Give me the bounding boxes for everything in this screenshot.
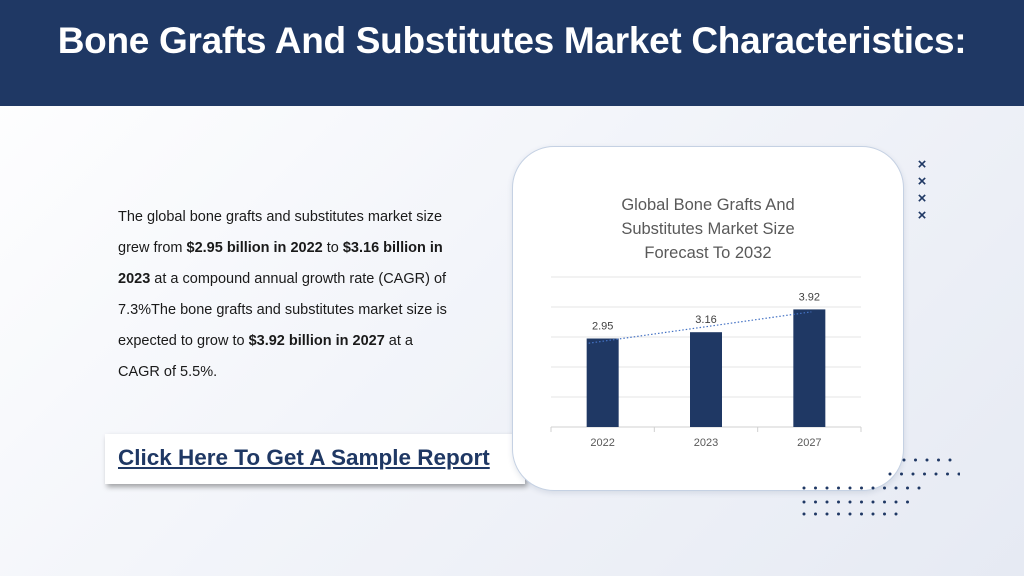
decor-dot (825, 512, 829, 516)
decor-dot (894, 500, 898, 504)
x-tick-label-2027: 2027 (797, 437, 821, 449)
decor-dot (814, 486, 817, 490)
chart-title: Global Bone Grafts And Substitutes Marke… (513, 193, 903, 265)
decor-dot (914, 458, 917, 462)
description-text-3: at a compound annual growth rate (CAGR) … (118, 271, 447, 349)
decor-dot (860, 500, 863, 504)
chart-title-line-1: Global Bone Grafts And (621, 196, 795, 214)
decor-dot (802, 486, 806, 490)
decor-dot (917, 486, 921, 490)
decor-dot (860, 486, 863, 490)
decor-dot (925, 458, 929, 462)
decor-dot (946, 472, 949, 476)
decor-dot (957, 472, 960, 476)
bar-2027 (793, 309, 826, 427)
description-highlight-2027: $3.92 billion in 2027 (248, 333, 385, 349)
sample-report-box[interactable]: Click Here To Get A Sample Report (105, 434, 525, 484)
decor-dot (883, 486, 886, 490)
decor-dot (837, 500, 840, 504)
x-mark-icon: × (917, 173, 927, 190)
decor-dot (906, 500, 909, 504)
trendline (588, 311, 812, 344)
x-tick-label-2023: 2023 (694, 437, 718, 449)
chart-title-line-3: Forecast To 2032 (644, 244, 772, 262)
decor-dot (900, 472, 903, 476)
description-text-4: at a CAGR of 5.5%. (118, 333, 413, 380)
decor-dot (923, 472, 926, 476)
decor-dot (906, 486, 909, 490)
data-label-2022: 2.95 (592, 321, 613, 333)
decor-dot (848, 500, 852, 504)
decor-dot (825, 500, 829, 504)
decor-dot (871, 500, 875, 504)
decor-dot (937, 458, 940, 462)
x-marks-decoration: × × × × (915, 156, 929, 224)
description-highlight-2023: $3.16 billion in 2023 (118, 240, 443, 287)
decor-dot (883, 512, 886, 516)
chart-title-line-2: Substitutes Market Size (621, 220, 795, 238)
decor-dot (837, 486, 840, 490)
decor-dot (848, 486, 852, 490)
decor-dot (814, 512, 817, 516)
x-tick-label-2022: 2022 (590, 437, 614, 449)
data-label-2023: 3.16 (695, 314, 716, 326)
decor-dot (894, 486, 898, 490)
decor-dot (814, 500, 817, 504)
decor-dot (888, 472, 892, 476)
description-text-2: to (322, 240, 343, 256)
x-mark-icon: × (917, 156, 927, 173)
decor-dot (911, 472, 915, 476)
description-highlight-2022: $2.95 billion in 2022 (186, 240, 323, 256)
decor-dot (802, 512, 806, 516)
decor-dot (825, 486, 829, 490)
title-banner: Bone Grafts And Substitutes Market Chara… (0, 0, 1024, 106)
description-text-1: The global bone grafts and substitutes m… (118, 209, 443, 256)
decor-dot (902, 458, 906, 462)
decor-dot (871, 486, 875, 490)
decor-dot (848, 512, 852, 516)
decor-dot (948, 458, 952, 462)
chart-card: Global Bone Grafts And Substitutes Marke… (512, 146, 904, 491)
bar-chart: 2.95 2022 3.16 2023 3.92 2027 (550, 276, 862, 449)
sample-report-link[interactable]: Click Here To Get A Sample Report (118, 445, 490, 470)
decor-dot (934, 472, 938, 476)
decor-dot (894, 512, 898, 516)
bar-2023 (690, 332, 722, 427)
x-mark-icon: × (917, 207, 927, 224)
bar-2022 (586, 338, 619, 427)
decor-dot (802, 500, 806, 504)
x-mark-icon: × (917, 190, 927, 207)
dot-grid-decoration (802, 458, 960, 516)
decor-dot (871, 512, 875, 516)
market-description: The global bone grafts and substitutes m… (118, 202, 448, 388)
decor-dot (837, 512, 840, 516)
decor-dot (860, 512, 863, 516)
page-title: Bone Grafts And Substitutes Market Chara… (57, 20, 967, 61)
decor-dot (883, 500, 886, 504)
data-label-2027: 3.92 (799, 291, 820, 303)
